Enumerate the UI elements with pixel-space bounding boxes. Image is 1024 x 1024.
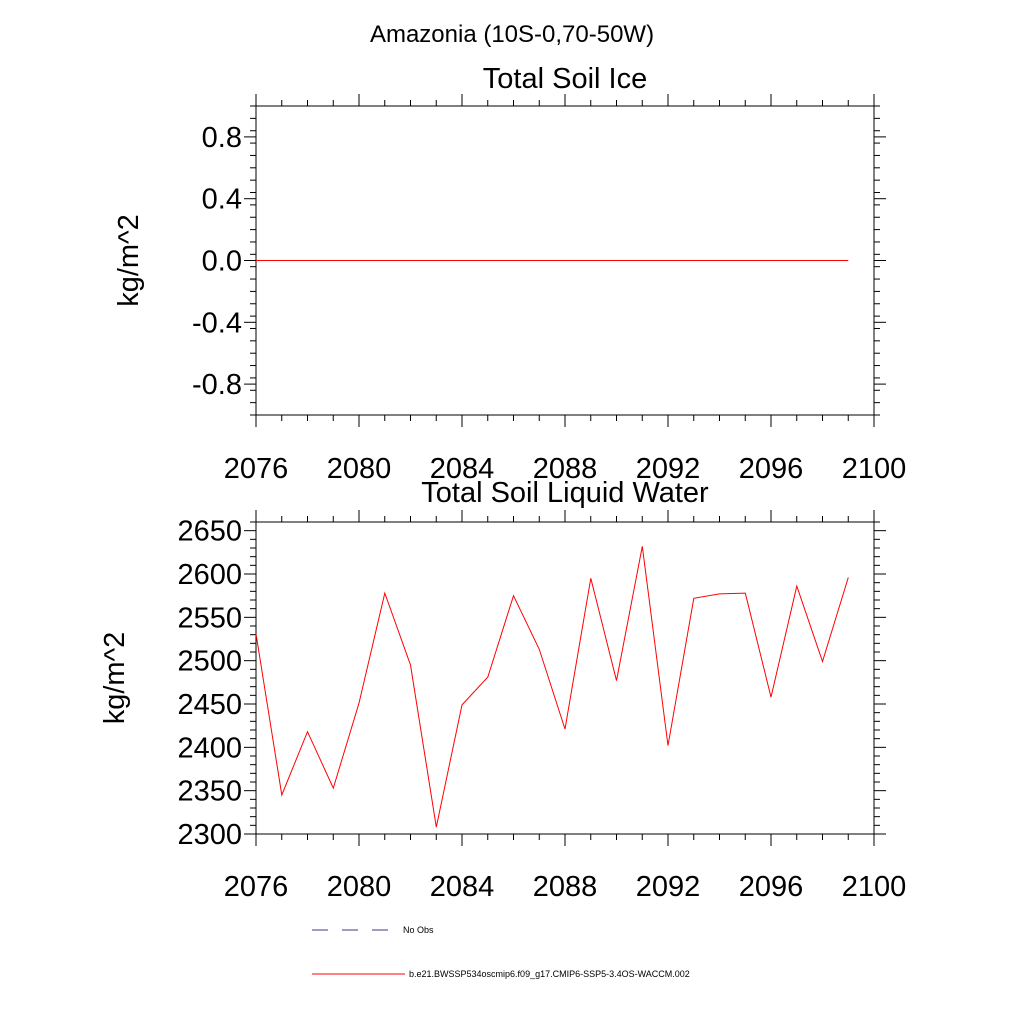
x-tick-label: 2092 [636,871,701,903]
y-tick-label: 2600 [177,559,242,591]
legend-label-model: b.e21.BWSSP534oscmip6.f09_g17.CMIP6-SSP5… [409,969,690,979]
y-tick-label: 2550 [177,602,242,634]
plot-frame [255,521,875,835]
x-tick-label: 2096 [739,871,804,903]
series-line [255,546,849,828]
x-tick-label: 2084 [430,453,495,485]
x-tick-label: 2092 [636,453,701,485]
x-tick-label: 2088 [533,871,598,903]
x-tick-label: 2100 [842,453,907,485]
y-tick-label: 2500 [177,646,242,678]
y-tick-label: 0.0 [202,246,242,278]
y-tick-label: 2400 [177,732,242,764]
x-tick-label: 2100 [842,871,907,903]
legend: No Obs b.e21.BWSSP534oscmip6.f09_g17.CMI… [312,925,690,979]
y-tick-label: 0.8 [202,122,242,154]
y-tick-label: 2450 [177,689,242,721]
y-tick-label: 0.4 [202,184,242,216]
panel-total-soil-ice: Total Soil Ice kg/m^2 2076 2080 2084 2088 2092… [113,63,906,485]
x-tick-label: 2096 [739,453,804,485]
y-tick-label: 2650 [177,516,242,548]
panel-title: Total Soil Ice [483,63,647,95]
y-axis-label: kg/m^2 [113,214,145,307]
x-tick-label: 2084 [430,871,495,903]
y-tick-label: 2350 [177,776,242,808]
y-tick-label: 2300 [177,819,242,851]
x-tick-label: 2076 [224,871,289,903]
figure-title: Amazonia (10S-0,70-50W) [370,21,654,48]
x-tick-label: 2080 [327,871,392,903]
y-tick-label: -0.8 [192,369,242,401]
y-tick-label: -0.4 [192,307,242,339]
panel-title: Total Soil Liquid Water [421,477,709,509]
panel-total-soil-liquid-water: Total Soil Liquid Water kg/m^2 2076 2080 208… [99,477,906,903]
y-axis-label: kg/m^2 [99,632,131,725]
legend-label-no-obs: No Obs [403,925,434,935]
x-tick-label: 2076 [224,453,289,485]
x-tick-label: 2080 [327,453,392,485]
x-tick-label: 2088 [533,453,598,485]
